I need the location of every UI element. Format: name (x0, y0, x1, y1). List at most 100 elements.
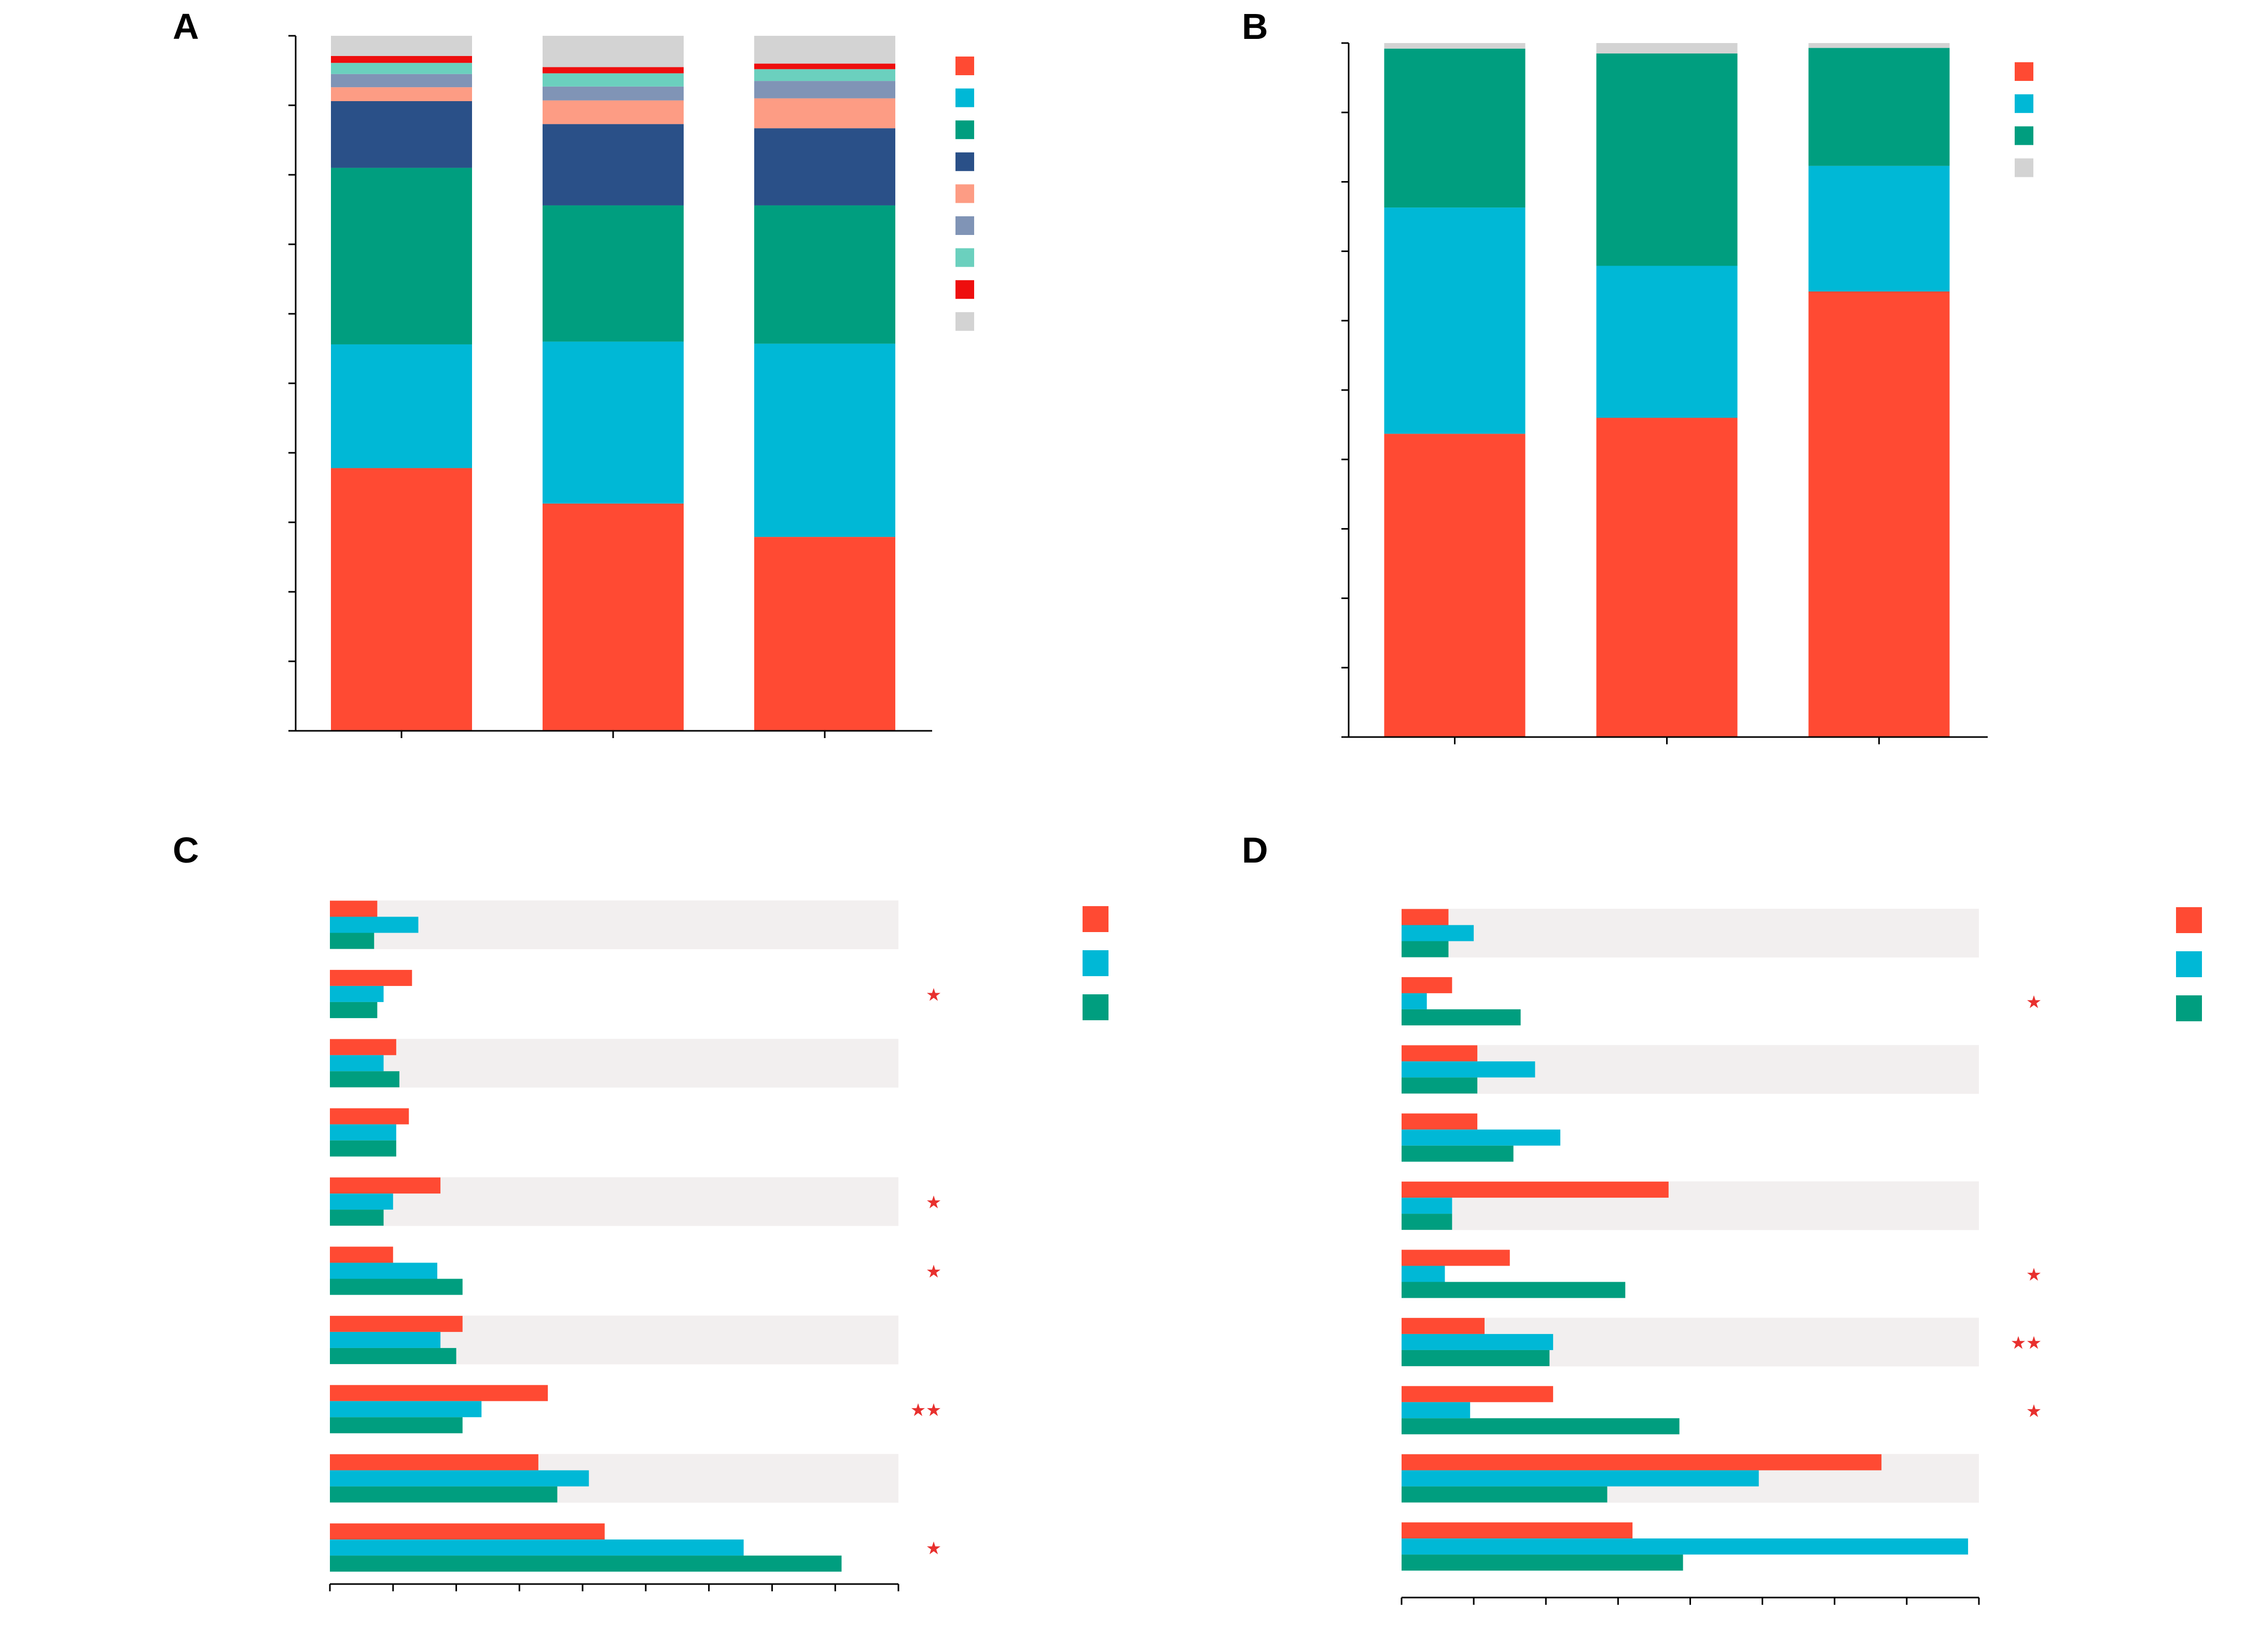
significance-star: ★ (926, 1400, 941, 1420)
bar-unclassified-p-candidatus-rokubacteria-bs (330, 1262, 438, 1279)
bar-segment-bs-p-acidobacteria (543, 341, 684, 504)
bar-segment-cs-p-chloroflexi (754, 128, 895, 205)
legend (2015, 62, 2033, 177)
bar-unclassified-c-betaproteobacteria-as (330, 900, 378, 917)
legend-swatch-others (955, 312, 974, 331)
legend-swatch-p-gemmatimonadetes (955, 248, 974, 267)
bar-unclassified-o-hyphomicrobiales-as (330, 1315, 463, 1332)
bar-saitozyma-cs (1402, 1077, 1478, 1094)
bar-segment-as-p-acidobacteria (331, 344, 472, 468)
bar-bradyrhizobium-cs (330, 1417, 463, 1434)
bar-aspergillus-bs (1402, 1334, 1554, 1350)
bar-fusarium-bs (1402, 1129, 1561, 1146)
bar-endocarpon-cs (1402, 1418, 1680, 1435)
panel-d: ★★★ ★★ (1401, 907, 2202, 1605)
significance-star: ★ (926, 1539, 941, 1559)
bar-segment-bs-p-gemmatimonadetes (543, 73, 684, 87)
bar-unclassified-o-solirubrobacterales-cs (330, 1210, 384, 1226)
bar-unclassified-p-acidobacteria-bs (330, 1539, 744, 1556)
bar-saitozyma-bs (1402, 1061, 1535, 1078)
bar-unclassified-c-actinomycetia-cs (330, 1140, 396, 1157)
legend-swatch-as (1083, 906, 1108, 932)
bar-segment-bs-p-mucoromycota (1596, 53, 1738, 266)
significance-star: ★ (926, 985, 941, 1005)
bar-segment-cs-p-candidatus-rokubacteria (754, 98, 895, 129)
bar-unclassified-o-solirubrobacterales-bs (330, 1193, 393, 1210)
bar-unclassified-c-alphaproteobacteria-as (330, 969, 412, 986)
significance-star: ★ (926, 1262, 941, 1282)
bar-suillus-as (1402, 909, 1449, 925)
legend-swatch-p-candidatus-rokubacteria (955, 184, 974, 203)
bar-unclassified-f-streptosporangiaceae-bs (330, 1055, 384, 1072)
bar-segment-bs-p-planctomycetes (543, 67, 684, 74)
bar-segment-as-p-verrucomicrobia (331, 74, 472, 88)
panel-label-d: D (1242, 830, 1268, 870)
bar-segment-bs-p-ascomycota (1596, 418, 1738, 737)
panel-label-c: C (173, 830, 199, 870)
bar-unclassified-c-betaproteobacteria-bs (330, 917, 419, 933)
bar-unclassified-o-hyphomicrobiales-bs (330, 1331, 441, 1348)
bar-suillus-cs (1402, 941, 1449, 957)
legend-swatch-cs (1083, 994, 1108, 1020)
panel-c: ★★★★ ★★ (329, 900, 1108, 1591)
legend-swatch-p-mucoromycota (2015, 126, 2033, 145)
bar-unclassified-f-streptosporangiaceae-as (330, 1039, 396, 1056)
bar-segment-as-p-chloroflexi (331, 101, 472, 168)
bar-segment-cs-p-actinobacteria (754, 205, 895, 344)
legend-swatch-p-ascomycota (2015, 62, 2033, 81)
significance-star: ★ (926, 1193, 941, 1213)
panel-label-a: A (173, 6, 199, 47)
legend-swatch-bs (2176, 951, 2202, 977)
bar-endocarpon-bs (1402, 1402, 1471, 1419)
bar-segment-bs-p-actinobacteria (543, 205, 684, 342)
legend-swatch-p-basidiomycota (2015, 94, 2033, 113)
bar-exophiala-cs (1402, 1282, 1626, 1298)
bar-fusarium-cs (1402, 1145, 1514, 1162)
bar-segment-as-p-ascomycota (1384, 434, 1526, 737)
bar-unclassified-c-actinomycetia-as (330, 1108, 409, 1125)
bar-segment-bs-p-basidiomycota (1596, 266, 1738, 418)
bar-segment-as-others (331, 36, 472, 56)
legend (2176, 907, 2202, 1021)
bar-fusarium-as (1402, 1113, 1478, 1130)
bar-tricholoma-bs (1402, 1198, 1452, 1214)
bar-rhizopus-as (1402, 1522, 1633, 1539)
bar-segment-cs-p-gemmatimonadetes (754, 69, 895, 81)
bar-saitozyma-as (1402, 1045, 1478, 1062)
bar-aspergillus-cs (1402, 1350, 1550, 1366)
significance-star: ★ (2026, 992, 2042, 1012)
legend-swatch-p-chloroflexi (955, 152, 974, 171)
bar-unclassified-p-chloroflexi-cs (330, 1486, 558, 1503)
bar-exophiala-bs (1402, 1266, 1445, 1282)
panel-a (288, 35, 974, 738)
bar-unclassified-o-solirubrobacterales-as (330, 1177, 441, 1194)
bar-segment-cs-p-mucoromycota (1808, 48, 1950, 166)
legend-swatch-others (2015, 158, 2033, 177)
bar-rhizophagus-bs (1402, 1470, 1759, 1487)
significance-star: ★ (910, 1400, 926, 1420)
significance-star: ★ (2026, 1333, 2042, 1353)
legend (955, 57, 974, 331)
bar-bradyrhizobium-as (330, 1385, 548, 1401)
legend-swatch-p-planctomycetes (955, 280, 974, 299)
bar-segment-cs-p-proteobacteria (754, 537, 895, 731)
bar-unclassified-c-actinomycetia-bs (330, 1124, 396, 1141)
bar-segment-cs-p-planctomycetes (754, 63, 895, 70)
bar-segment-bs-others (1596, 43, 1738, 54)
bar-unclassified-p-chloroflexi-as (330, 1454, 538, 1470)
legend-swatch-p-actinobacteria (955, 120, 974, 140)
significance-star: ★ (2026, 1265, 2042, 1285)
bar-segment-cs-p-verrucomicrobia (754, 81, 895, 99)
bar-segment-cs-others (1808, 43, 1950, 48)
bar-segment-as-p-mucoromycota (1384, 48, 1526, 208)
bar-segment-as-p-actinobacteria (331, 168, 472, 344)
bar-segment-bs-p-proteobacteria (543, 503, 684, 731)
bar-tricholoma-cs (1402, 1214, 1452, 1230)
significance-star: ★ (2026, 1401, 2042, 1421)
row-band (330, 900, 898, 949)
bar-segment-as-p-candidatus-rokubacteria (331, 87, 472, 101)
bar-unclassified-f-streptosporangiaceae-cs (330, 1071, 399, 1088)
bar-aspergillus-as (1402, 1317, 1485, 1334)
row-band (330, 1038, 898, 1088)
bar-segment-as-p-proteobacteria (331, 468, 472, 731)
